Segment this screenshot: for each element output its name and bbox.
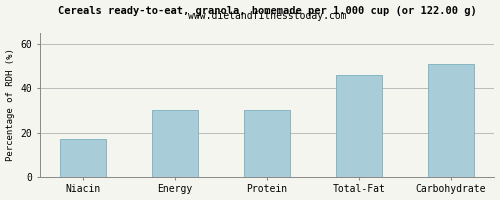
Bar bbox=[152, 110, 198, 177]
Title: Cereals ready-to-eat, granola, homemade per 1.000 cup (or 122.00 g): Cereals ready-to-eat, granola, homemade … bbox=[58, 6, 476, 16]
Bar bbox=[244, 110, 290, 177]
Text: www.dietandfitnesstoday.com: www.dietandfitnesstoday.com bbox=[188, 11, 346, 21]
Bar bbox=[336, 75, 382, 177]
Bar bbox=[428, 64, 474, 177]
Y-axis label: Percentage of RDH (%): Percentage of RDH (%) bbox=[6, 48, 15, 161]
Bar bbox=[60, 139, 106, 177]
